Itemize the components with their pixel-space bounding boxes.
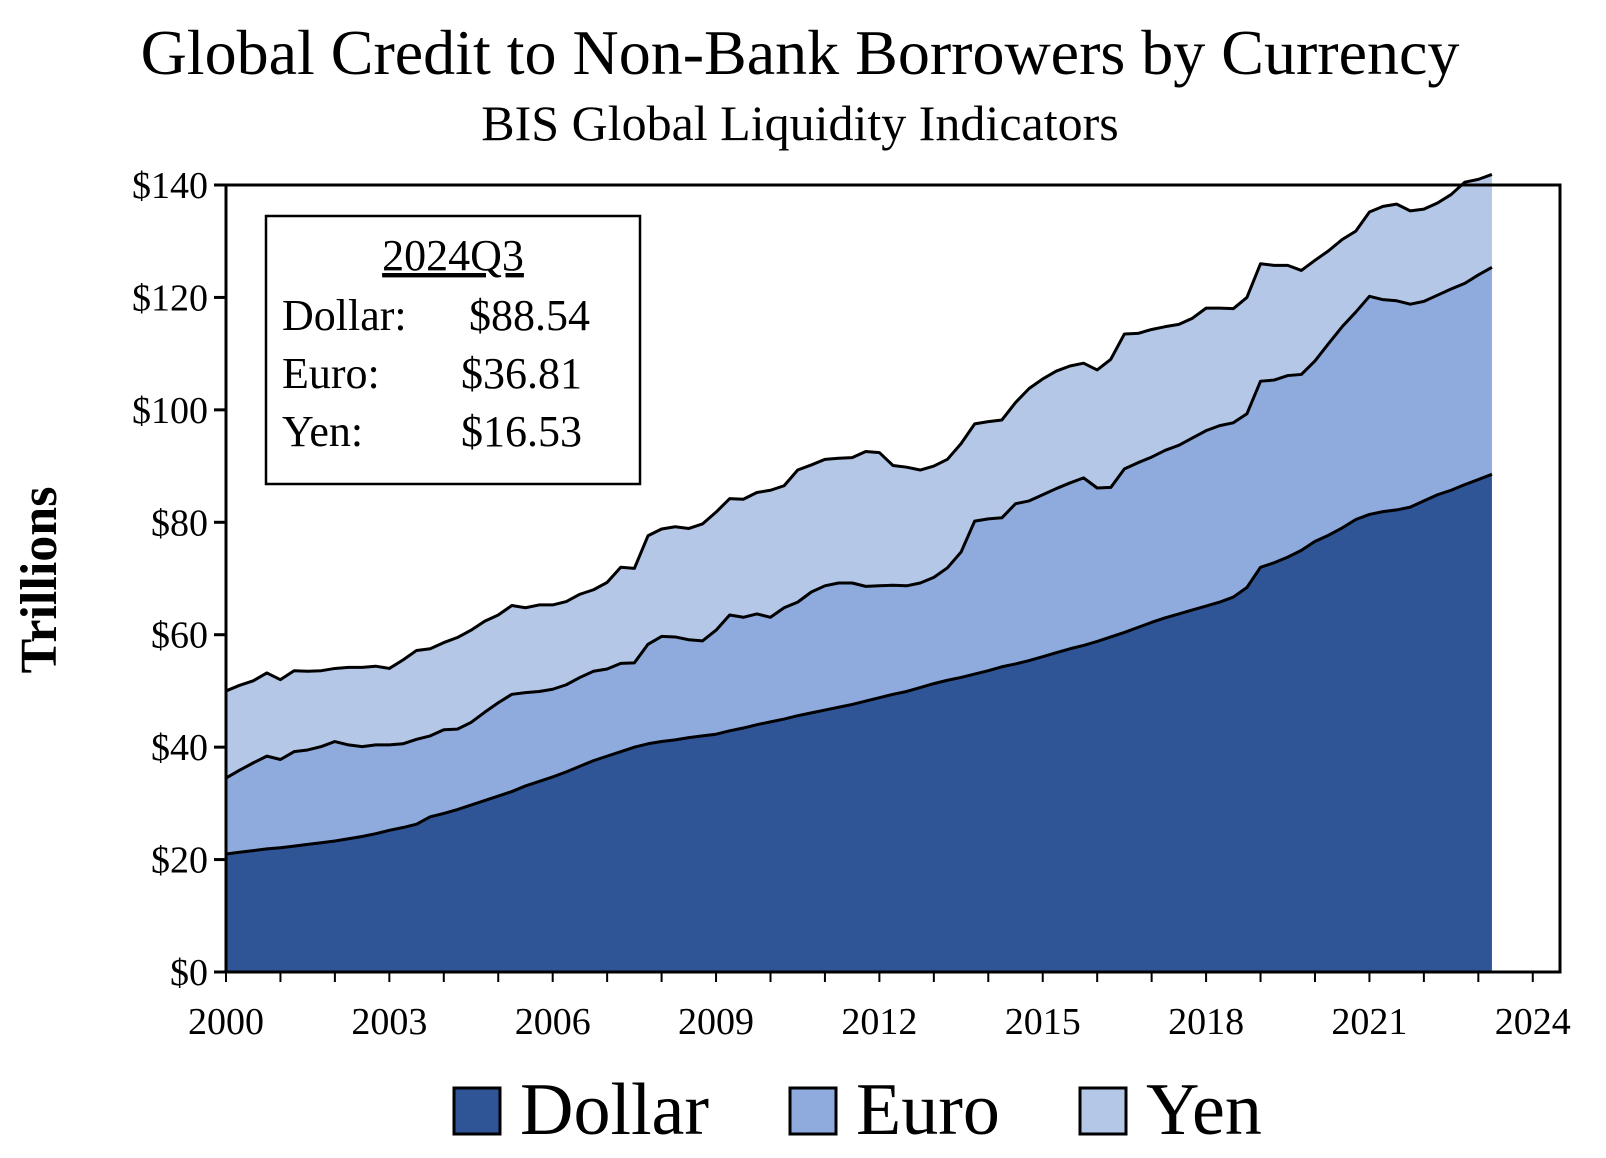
legend-label-yen: Yen bbox=[1146, 1069, 1262, 1151]
annotation-yen-label: Yen: bbox=[282, 407, 363, 456]
x-tick-label: 2006 bbox=[515, 1001, 591, 1043]
chart-title: Global Credit to Non-Bank Borrowers by C… bbox=[141, 17, 1460, 88]
x-tick-label: 2024 bbox=[1495, 1001, 1571, 1043]
legend: Dollar Euro Yen bbox=[452, 1069, 1262, 1151]
annotation-dollar-label: Dollar: bbox=[282, 291, 407, 340]
axes: $0 $20 $40 $60 $80 $100 $120 $140 2000 2003 2006 20… bbox=[132, 165, 1571, 1043]
boundary-line-euro bbox=[225, 266, 1493, 780]
x-tick-label: 2003 bbox=[351, 1001, 427, 1043]
legend-swatch-dollar bbox=[452, 1086, 502, 1136]
x-tick-label: 2012 bbox=[841, 1001, 917, 1043]
x-tick-label: 2018 bbox=[1168, 1001, 1244, 1043]
annotation-box: 2024Q3 Dollar: $88.54 Euro: $36.81 Yen: … bbox=[264, 214, 642, 486]
legend-swatch-yen bbox=[1078, 1086, 1128, 1136]
annotation-euro-label: Euro: bbox=[282, 349, 380, 398]
legend-label-dollar: Dollar bbox=[520, 1069, 709, 1151]
area-layer bbox=[225, 173, 1493, 972]
y-tick-label: $0 bbox=[170, 952, 208, 994]
legend-label-euro: Euro bbox=[856, 1069, 1000, 1151]
boundary-line-dollar bbox=[225, 472, 1493, 856]
y-axis-label: Trillions bbox=[11, 487, 68, 674]
y-tick-label: $80 bbox=[151, 502, 208, 544]
annotation-yen-value: $16.53 bbox=[461, 407, 582, 456]
x-tick-label: 2000 bbox=[188, 1001, 264, 1043]
annotation-heading: 2024Q3 bbox=[382, 231, 524, 280]
x-tick-label: 2009 bbox=[678, 1001, 754, 1043]
annotation-dollar-value: $88.54 bbox=[469, 291, 590, 340]
x-tick-label: 2015 bbox=[1005, 1001, 1081, 1043]
chart-subtitle: BIS Global Liquidity Indicators bbox=[481, 95, 1118, 151]
annotation-frame bbox=[264, 214, 642, 486]
y-tick-label: $40 bbox=[151, 727, 208, 769]
y-tick-label: $140 bbox=[132, 165, 208, 207]
boundary-line-yen bbox=[225, 173, 1493, 693]
x-tick-label: 2021 bbox=[1331, 1001, 1407, 1043]
y-tick-label: $60 bbox=[151, 615, 208, 657]
y-tick-label: $120 bbox=[132, 277, 208, 319]
annotation-euro-value: $36.81 bbox=[461, 349, 582, 398]
y-tick-label: $20 bbox=[151, 840, 208, 882]
plot-frame bbox=[224, 183, 1562, 974]
y-tick-label: $100 bbox=[132, 390, 208, 432]
area-euro bbox=[226, 267, 1492, 854]
legend-swatch-euro bbox=[788, 1086, 838, 1136]
area-dollar bbox=[226, 474, 1492, 972]
